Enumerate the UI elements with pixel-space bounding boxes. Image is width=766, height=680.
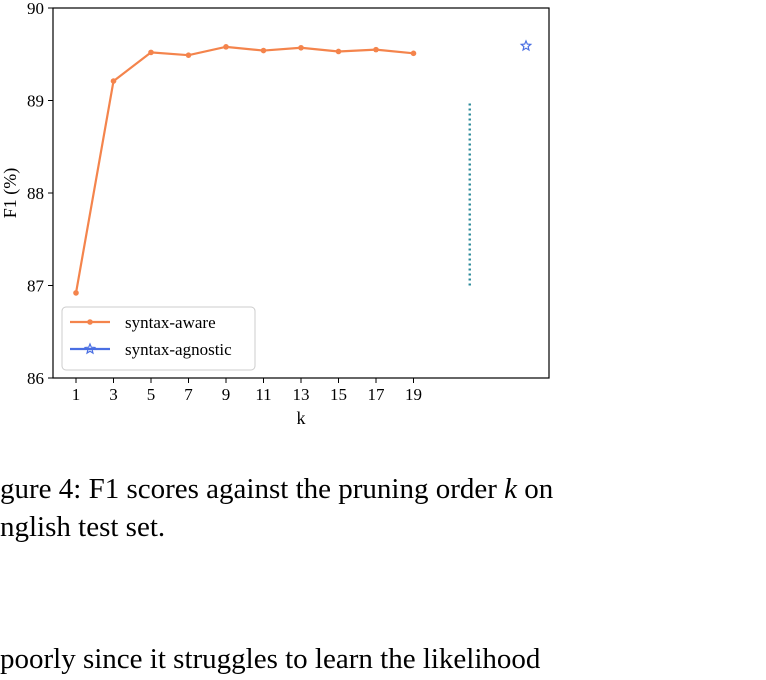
y-tick-label: 86 [27, 369, 44, 388]
x-tick-label: 17 [368, 385, 386, 404]
y-tick-label: 89 [27, 92, 44, 111]
data-point-syntax-aware [185, 52, 192, 58]
y-tick-label: 88 [27, 184, 44, 203]
legend-marker [83, 342, 97, 355]
data-point-syntax-aware [410, 50, 417, 57]
chart-marks [73, 39, 533, 296]
x-tick-label: 11 [255, 385, 271, 404]
data-point-syntax-aware [110, 78, 117, 84]
x-tick-label: 15 [330, 385, 347, 404]
figure-caption: gure 4: F1 scores against the pruning or… [0, 470, 553, 546]
x-tick-label: 19 [405, 385, 422, 404]
data-point-syntax-aware [335, 48, 342, 55]
data-point-syntax-aware [73, 290, 79, 296]
x-tick-label: 7 [184, 385, 193, 404]
caption-suffix: on [517, 473, 554, 505]
body-text: poorly since it struggles to learn the l… [0, 643, 541, 675]
legend: syntax-aware syntax-agnostic [61, 306, 256, 371]
caption-prefix: gure 4: F1 scores against the pruning or… [0, 473, 505, 505]
x-tick-label: 13 [293, 385, 310, 404]
data-point-syntax-aware [298, 44, 304, 51]
x-tick-label: 3 [109, 385, 118, 404]
y-tick-label: 90 [27, 0, 44, 18]
series-line-syntax-aware [74, 45, 414, 294]
x-tick-label: 1 [72, 385, 81, 404]
caption-variable: k [504, 473, 518, 505]
legend-label: syntax-aware [125, 313, 216, 332]
x-tick-label: 9 [222, 385, 231, 404]
y-axis-label: F1 (%) [0, 168, 21, 219]
legend-marker [87, 319, 93, 325]
x-tick-label: 5 [147, 385, 156, 404]
data-point-syntax-aware [260, 47, 267, 54]
x-axis-label: k [297, 408, 306, 428]
data-point-syntax-agnostic [519, 39, 533, 52]
caption-line-2: nglish test set. [0, 511, 166, 543]
data-point-syntax-aware [148, 49, 154, 56]
legend-box [61, 306, 256, 371]
y-tick-label: 87 [27, 277, 45, 296]
legend-label: syntax-agnostic [125, 340, 232, 359]
data-point-syntax-aware [223, 44, 229, 50]
data-point-syntax-aware [373, 46, 379, 53]
